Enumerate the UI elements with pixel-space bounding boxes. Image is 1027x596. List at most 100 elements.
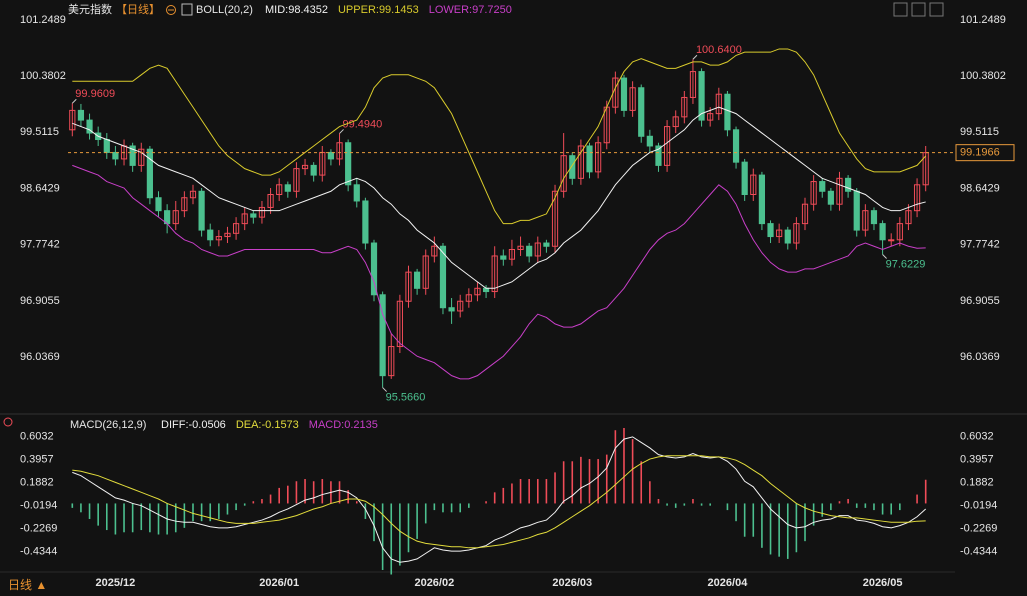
tool-button[interactable] [929,2,944,17]
candle-body [379,294,386,377]
candle-body [189,190,197,199]
legend-entry: MID:98.4352 [265,4,328,16]
candle-body [827,190,834,205]
legend-entry: UPPER:99.1453 [338,4,419,16]
candle-body [155,197,162,212]
candle-body [793,223,800,244]
candle-body [431,245,438,257]
macd-title: MACD(26,12,9) [70,419,146,431]
candle-body [896,223,903,241]
candle-body [345,142,352,186]
candle-body [836,177,843,205]
candle-body [422,255,429,289]
y-tick-label: 0.3957 [960,453,994,465]
candle-body [336,142,343,160]
y-tick-label: -0.0194 [960,499,997,511]
y-tick-label: 101.2489 [20,14,66,26]
candle-body [526,245,533,257]
candle-body [465,294,472,302]
y-tick-label: 96.0369 [960,351,1000,363]
candle-body [508,248,516,260]
candle-body [267,194,274,208]
candle-body [620,77,628,111]
x-tick-label: 2026/03 [552,577,592,589]
candle-body [913,184,921,212]
candle-body [258,206,266,218]
y-tick-label: 0.1882 [960,476,994,488]
indicator-icon[interactable] [181,3,193,16]
legend-entry: LOWER:97.7250 [429,4,512,16]
x-tick-label: 2026/01 [259,577,299,589]
low-label: 97.6229 [886,258,926,270]
candle-body [767,223,774,238]
x-tick-label: 2026/02 [414,577,454,589]
y-tick-label: 0.3957 [20,453,54,465]
candle-body [819,181,826,192]
candle-body [888,239,895,242]
tool-button[interactable] [911,2,926,17]
candle-body [879,223,886,241]
candle-body [698,71,705,121]
candle-body [181,197,188,212]
indicator-name: BOLL(20,2) [196,4,253,16]
candle-body [414,271,421,289]
candle-body [741,161,748,196]
y-tick-label: 0.1882 [20,476,54,488]
low-marker [382,387,387,392]
last-price-label: 99.1966 [960,147,1000,159]
candle-body [69,109,76,131]
x-tick-label: 2026/05 [863,577,903,589]
band-line [72,48,927,225]
candle-body [517,245,524,250]
period-selector[interactable]: 日线 ▲ [8,578,47,592]
candle-body [689,71,697,98]
candle-body [301,164,309,170]
candle-body [870,210,878,225]
candle-body [810,181,817,205]
candle-body [138,148,145,166]
y-tick-label: 0.6032 [960,430,994,442]
y-tick-label: 101.2489 [960,14,1006,26]
candle-body [224,232,231,238]
y-tick-label: 97.7742 [960,239,1000,251]
candle-body [646,135,653,147]
toggle-icon[interactable] [166,5,176,15]
candle-body [276,184,283,196]
candle-body [801,203,809,225]
high-marker [71,98,77,104]
x-tick-label: 2025/12 [96,577,136,589]
candle-body [500,255,507,260]
candle-body [551,190,559,247]
candle-body [560,155,567,192]
y-tick-label: -0.2269 [960,523,997,535]
candle-body [543,242,550,247]
candle-body [396,300,403,348]
candle-body [681,96,688,118]
y-tick-label: 96.0369 [20,351,60,363]
candle-body [198,190,205,231]
candle-body [862,210,869,231]
candle-body [724,93,731,131]
candle-body [284,184,291,192]
band-line [72,164,926,380]
y-tick-label: 100.3802 [20,70,66,82]
y-tick-label: 98.6429 [960,182,1000,194]
indicator-toggle[interactable] [3,417,13,427]
candle-body [534,242,541,257]
y-tick-label: 96.9055 [960,295,1000,307]
y-tick-label: -0.4344 [20,546,57,558]
candle-body [215,236,222,241]
period[interactable]: 【日线】 [116,2,160,16]
candle-body [405,271,412,302]
macd-line [72,455,926,549]
y-tick-label: 0.6032 [20,430,54,442]
y-tick-label: 97.7742 [20,239,60,251]
candle-body [310,164,317,176]
low-label: 95.5660 [386,391,426,403]
tool-button[interactable] [893,2,908,17]
toolbar [893,2,944,17]
candle-body [207,229,214,241]
candle-body [845,177,852,192]
